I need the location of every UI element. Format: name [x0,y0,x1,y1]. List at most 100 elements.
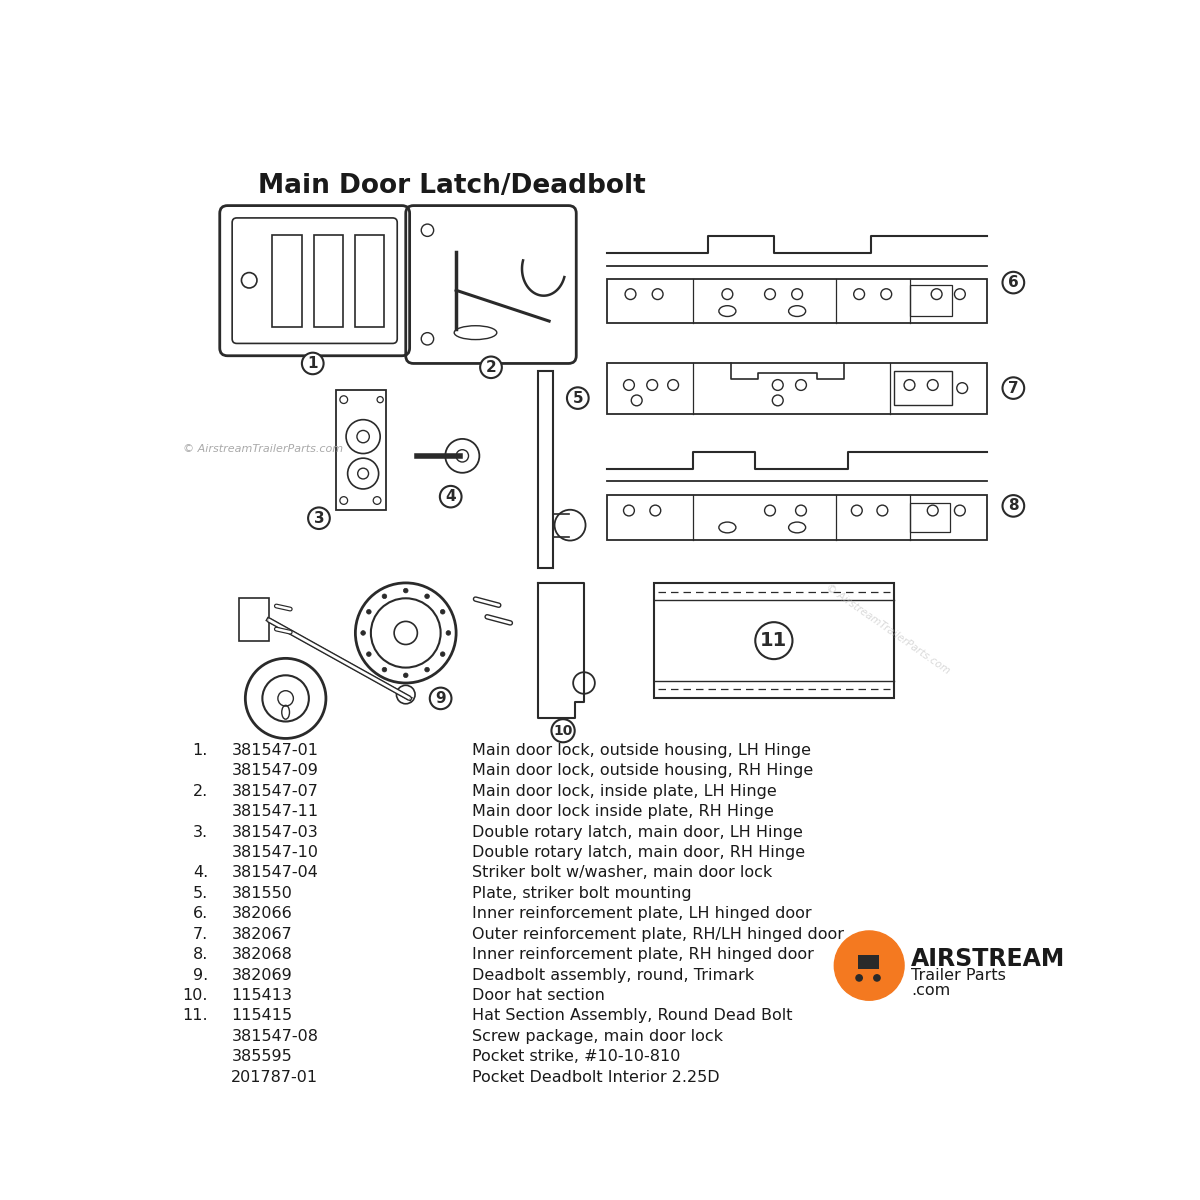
Circle shape [1002,377,1025,398]
Bar [910,284,952,316]
Circle shape [302,353,324,374]
Bar [654,583,894,698]
Bar [858,955,880,968]
Text: 382066: 382066 [232,906,292,922]
Bar [272,235,302,328]
Text: 4.: 4. [193,865,208,881]
Circle shape [403,588,408,593]
Text: 115413: 115413 [232,988,293,1003]
Text: Main door lock, outside housing, RH Hinge: Main door lock, outside housing, RH Hing… [472,763,812,779]
Text: © AirstreamTrailerParts.com: © AirstreamTrailerParts.com [182,444,343,455]
Text: Main door lock, outside housing, LH Hinge: Main door lock, outside housing, LH Hing… [472,743,811,758]
Text: 3.: 3. [193,824,208,840]
Circle shape [382,594,386,599]
Text: Main Door Latch/Deadbolt: Main Door Latch/Deadbolt [258,173,647,199]
Circle shape [425,667,430,672]
Text: Double rotary latch, main door, RH Hinge: Double rotary latch, main door, RH Hinge [472,845,805,860]
Text: Plate, striker bolt mounting: Plate, striker bolt mounting [472,886,691,901]
Text: 8: 8 [1008,498,1019,514]
Text: 10: 10 [553,724,572,738]
Text: 381547-03: 381547-03 [232,824,318,840]
Text: 381550: 381550 [232,886,293,901]
Bar [607,496,986,540]
Text: 7.: 7. [193,926,208,942]
Text: 381547-11: 381547-11 [232,804,318,820]
Circle shape [366,652,371,656]
Circle shape [834,931,904,1001]
Text: 9: 9 [436,691,446,706]
Text: 381547-01: 381547-01 [232,743,318,758]
Text: 5: 5 [572,391,583,406]
Text: 2: 2 [486,360,497,374]
Text: Hat Section Assembly, Round Dead Bolt: Hat Section Assembly, Round Dead Bolt [472,1008,792,1024]
Circle shape [874,974,881,982]
Text: 8.: 8. [193,947,208,962]
Text: 10.: 10. [182,988,208,1003]
Circle shape [308,508,330,529]
Circle shape [440,652,445,656]
Text: Inner reinforcement plate, RH hinged door: Inner reinforcement plate, RH hinged doo… [472,947,814,962]
Circle shape [856,974,863,982]
Text: 11: 11 [761,631,787,650]
Bar [607,278,986,324]
Text: .com: .com [911,983,950,998]
Bar [355,235,384,328]
Text: Trailer Parts: Trailer Parts [911,968,1006,983]
Text: 201787-01: 201787-01 [232,1069,318,1085]
Text: Striker bolt w/washer, main door lock: Striker bolt w/washer, main door lock [472,865,772,881]
Bar [894,371,952,406]
Circle shape [430,688,451,709]
Text: Door hat section: Door hat section [472,988,605,1003]
Text: 9.: 9. [193,967,208,983]
Text: Inner reinforcement plate, LH hinged door: Inner reinforcement plate, LH hinged doo… [472,906,811,922]
Text: 3: 3 [313,511,324,526]
Text: AIRSTREAM: AIRSTREAM [911,947,1066,971]
Text: Double rotary latch, main door, LH Hinge: Double rotary latch, main door, LH Hinge [472,824,803,840]
Circle shape [403,673,408,678]
Circle shape [480,356,502,378]
Text: Main door lock, inside plate, LH Hinge: Main door lock, inside plate, LH Hinge [472,784,776,799]
Text: Main door lock inside plate, RH Hinge: Main door lock inside plate, RH Hinge [472,804,774,820]
Text: 382069: 382069 [232,967,292,983]
Circle shape [1002,272,1025,293]
Text: 6: 6 [1008,275,1019,290]
Circle shape [440,486,462,508]
Text: 1.: 1. [193,743,208,758]
Text: 381547-10: 381547-10 [232,845,318,860]
Bar [336,390,386,510]
Circle shape [366,610,371,614]
Circle shape [552,719,575,743]
Text: 5.: 5. [193,886,208,901]
Text: Deadbolt assembly, round, Trimark: Deadbolt assembly, round, Trimark [472,967,754,983]
Bar [239,599,269,641]
Circle shape [566,388,589,409]
Text: 4: 4 [445,490,456,504]
Circle shape [440,610,445,614]
Text: Pocket strike, #10-10-810: Pocket strike, #10-10-810 [472,1049,680,1064]
Text: 385595: 385595 [232,1049,292,1064]
Bar [538,371,553,568]
Bar [313,235,343,328]
Circle shape [382,667,386,672]
Text: 6.: 6. [193,906,208,922]
Text: Screw package, main door lock: Screw package, main door lock [472,1028,722,1044]
Circle shape [425,594,430,599]
Text: 381547-07: 381547-07 [232,784,318,799]
Circle shape [755,622,792,659]
Text: 1: 1 [307,356,318,371]
Text: 382067: 382067 [232,926,292,942]
Text: 381547-09: 381547-09 [232,763,318,779]
Text: 7: 7 [1008,380,1019,396]
Bar [910,503,950,532]
Text: 115415: 115415 [232,1008,293,1024]
Text: 11.: 11. [182,1008,208,1024]
Text: 381547-04: 381547-04 [232,865,318,881]
Text: Outer reinforcement plate, RH/LH hinged door: Outer reinforcement plate, RH/LH hinged … [472,926,844,942]
Circle shape [1002,496,1025,517]
Text: 382068: 382068 [232,947,293,962]
Text: 381547-08: 381547-08 [232,1028,318,1044]
Circle shape [446,631,451,635]
Text: © AirstreamTrailerParts.com: © AirstreamTrailerParts.com [824,583,952,677]
Circle shape [361,631,366,635]
Text: Pocket Deadbolt Interior 2.25D: Pocket Deadbolt Interior 2.25D [472,1069,719,1085]
